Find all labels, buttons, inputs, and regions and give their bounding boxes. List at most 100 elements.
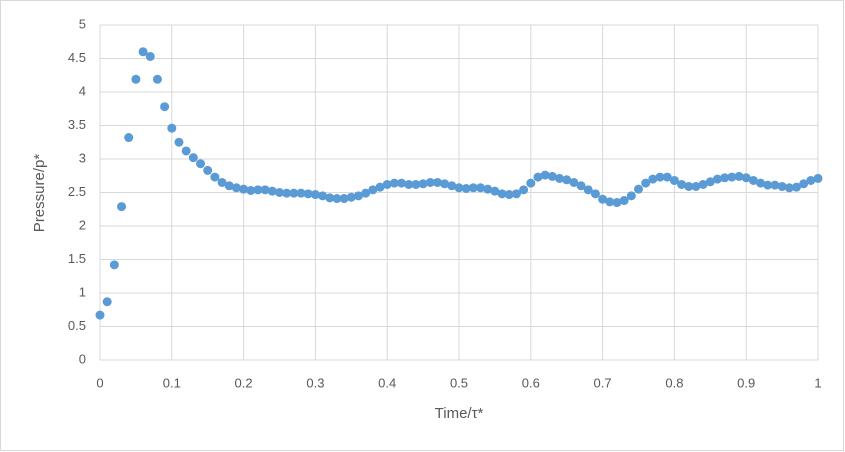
point — [303, 189, 313, 199]
point — [138, 47, 148, 57]
point — [210, 172, 220, 182]
y-tick-label: 0 — [79, 351, 86, 366]
x-tick-label: 0.8 — [665, 375, 683, 390]
y-axis-title: Pressure/p* — [31, 154, 48, 233]
point — [468, 183, 478, 193]
point — [626, 191, 636, 201]
point — [239, 184, 249, 194]
point — [748, 175, 758, 185]
point — [476, 183, 486, 193]
point — [332, 194, 342, 204]
point — [756, 178, 766, 188]
point — [461, 183, 471, 193]
point — [562, 175, 572, 185]
point — [339, 194, 349, 204]
point — [605, 197, 615, 207]
x-axis-title: Time/τ* — [435, 405, 484, 422]
y-tick-label: 3.5 — [68, 117, 86, 132]
point — [260, 185, 270, 195]
point — [712, 174, 722, 184]
point — [555, 173, 565, 183]
point — [511, 189, 521, 199]
point — [784, 183, 794, 193]
point — [275, 188, 284, 197]
point — [483, 184, 493, 194]
point — [806, 175, 816, 185]
point — [799, 179, 809, 189]
point — [662, 172, 672, 182]
point — [497, 189, 507, 199]
point — [641, 178, 651, 188]
x-tick-label: 0.4 — [378, 375, 396, 390]
point — [310, 190, 320, 200]
point — [109, 260, 119, 270]
x-tick-label: 0.5 — [450, 375, 468, 390]
point — [519, 185, 529, 195]
y-tick-label: 5 — [79, 16, 86, 31]
point — [590, 189, 600, 199]
point — [267, 186, 277, 196]
point — [253, 185, 263, 195]
point — [490, 186, 500, 196]
y-tick-label: 4 — [79, 83, 86, 98]
point — [318, 191, 328, 201]
point — [167, 123, 177, 133]
point — [677, 179, 687, 189]
point — [454, 183, 464, 193]
point — [526, 178, 536, 188]
point — [346, 192, 356, 202]
x-tick-label: 0.3 — [306, 375, 324, 390]
point — [196, 159, 206, 169]
point — [547, 171, 557, 181]
point — [246, 185, 256, 195]
point — [447, 181, 457, 191]
y-tick-label: 2.5 — [68, 184, 86, 199]
point — [720, 173, 730, 183]
point — [411, 179, 421, 189]
point — [174, 137, 184, 147]
point — [770, 180, 780, 190]
point — [95, 310, 105, 320]
point — [181, 146, 191, 156]
point — [382, 179, 392, 189]
point — [375, 182, 385, 192]
point — [540, 170, 550, 180]
y-tick-label: 2 — [79, 217, 86, 232]
point — [763, 180, 773, 190]
point — [188, 153, 198, 163]
point — [569, 177, 579, 187]
point — [691, 181, 701, 191]
point — [404, 179, 414, 189]
point — [353, 191, 363, 201]
point — [791, 182, 801, 192]
point — [325, 193, 335, 203]
point — [698, 179, 708, 189]
point — [224, 181, 234, 191]
point — [152, 74, 162, 84]
point — [777, 181, 787, 191]
x-tick-label: 1 — [814, 375, 821, 390]
point — [432, 177, 442, 187]
point — [741, 173, 751, 183]
point — [619, 196, 629, 206]
y-tick-label: 4.5 — [68, 50, 86, 65]
point — [583, 185, 593, 195]
point — [734, 171, 744, 181]
x-tick-label: 0.6 — [522, 375, 540, 390]
point — [684, 181, 694, 191]
y-tick-label: 1 — [79, 284, 86, 299]
point — [217, 177, 227, 187]
point — [289, 188, 299, 198]
point — [145, 51, 155, 61]
point — [418, 179, 428, 189]
point — [655, 172, 665, 182]
point — [705, 177, 715, 187]
x-tick-label: 0.9 — [737, 375, 755, 390]
point — [389, 178, 399, 188]
x-tick-label: 0 — [96, 375, 103, 390]
point — [576, 181, 586, 191]
point — [124, 133, 134, 143]
x-tick-label: 0.2 — [235, 375, 253, 390]
point — [368, 185, 378, 195]
